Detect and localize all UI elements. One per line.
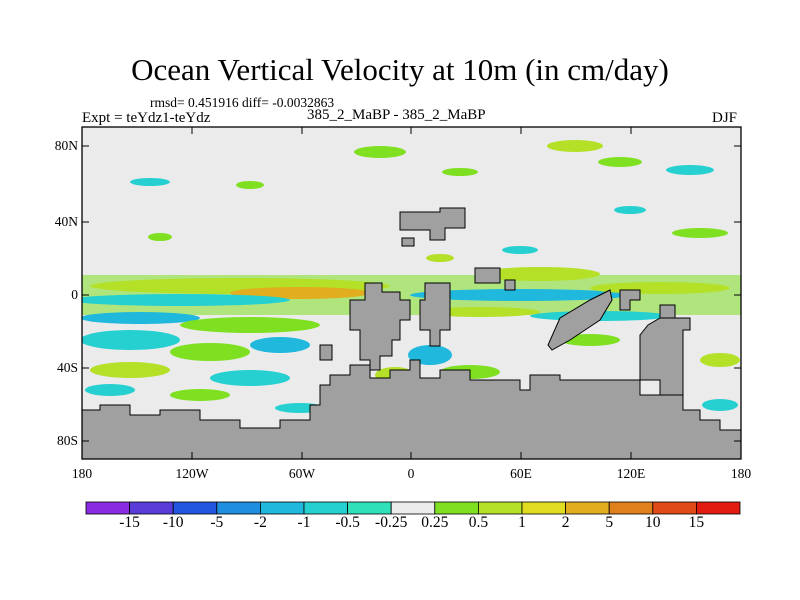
lat-tick-label: 80S — [56, 433, 78, 448]
lat-tick-label: 40N — [54, 214, 78, 229]
colorbar-swatch — [565, 501, 610, 515]
colorbar-label: -2 — [253, 514, 267, 531]
colorbar-swatch — [347, 501, 392, 515]
lat-tick-label: 80N — [54, 138, 78, 153]
colorbar-label: 0.5 — [468, 514, 489, 531]
colorbar-swatch — [216, 501, 261, 515]
colorbar-swatch — [172, 501, 218, 515]
colorbar-label: -0.25 — [375, 514, 408, 531]
lat-tick-label: 0 — [71, 287, 78, 302]
colorbar-swatch — [608, 501, 654, 515]
lon-tick-label: 60W — [288, 466, 316, 481]
lat-tick-label: 40S — [56, 360, 78, 375]
lon-tick-label: 180 — [730, 466, 752, 481]
colorbar-swatch — [477, 501, 523, 515]
colorbar-label: -10 — [162, 514, 184, 531]
map-field — [82, 127, 741, 459]
colorbar-label: -0.5 — [335, 514, 360, 531]
colorbar-swatch — [259, 501, 305, 515]
colorbar-label: 15 — [688, 514, 705, 531]
plot-title: Ocean Vertical Velocity at 10m (in cm/da… — [131, 52, 669, 87]
experiment-label: Expt = teYdz1-teYdz — [82, 110, 211, 126]
colorbar-label: -15 — [119, 514, 140, 531]
colorbar-label: 5 — [605, 514, 614, 531]
colorbar-label: 2 — [561, 514, 570, 531]
colorbar-label: 10 — [645, 514, 661, 531]
lon-tick-label: 60E — [510, 466, 532, 481]
season-label: DJF — [712, 110, 738, 126]
colorbar-label: 0.25 — [421, 514, 449, 531]
colorbar-label: -1 — [297, 514, 311, 531]
colorbar-label: -5 — [210, 514, 224, 531]
colorbar-swatch — [129, 501, 174, 515]
colorbar-swatch — [521, 501, 566, 515]
colorbar-label: 1 — [518, 514, 526, 531]
colorbar-swatch — [434, 501, 479, 515]
land-masses — [82, 207, 741, 459]
lon-tick-label: 120E — [616, 466, 646, 481]
colorbar-swatch — [390, 501, 436, 515]
lon-tick-label: 180 — [71, 466, 93, 481]
axis-ticks — [82, 127, 741, 459]
colorbar-swatch — [85, 501, 130, 515]
arctic-anomalies — [130, 140, 728, 262]
colorbar-swatch — [652, 501, 697, 515]
lon-tick-label: 120W — [175, 466, 209, 481]
colorbar-swatch — [696, 501, 741, 515]
center-label: 385_2_MaBP - 385_2_MaBP — [307, 107, 486, 123]
stats-line: rmsd= 0.451916 diff= -0.0032863 — [150, 95, 335, 110]
colorbar — [85, 501, 741, 515]
lon-tick-label: 0 — [407, 466, 415, 481]
colorbar-swatch — [303, 501, 348, 515]
